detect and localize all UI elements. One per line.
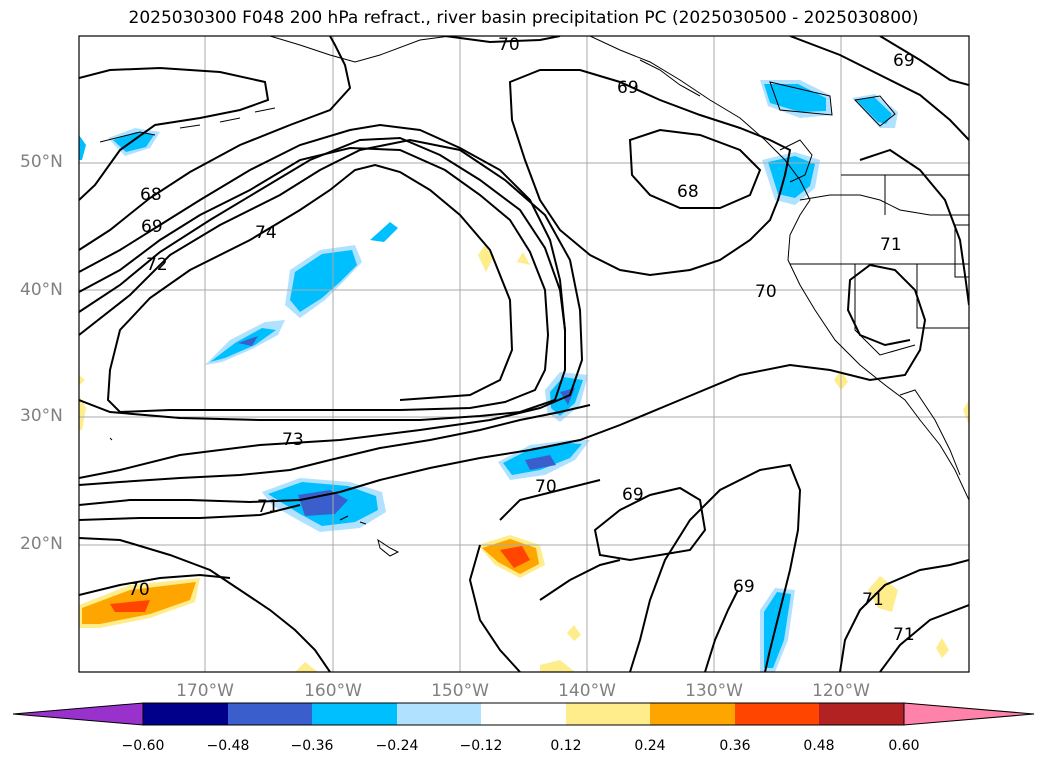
colorbar-tick-label: −0.36: [290, 738, 334, 754]
negative-anomaly-shading: [79, 80, 898, 672]
map-title: 2025030300 F048 200 hPa refract., river …: [128, 8, 919, 28]
contour-label: 69: [141, 217, 163, 237]
colorbar-segment: [481, 703, 566, 725]
colorbar: [12, 702, 1035, 726]
lon-label: 130°W: [685, 681, 743, 701]
contour-label: 74: [255, 223, 277, 243]
contour-label: 73: [282, 430, 304, 450]
colorbar-max-extension: [903, 702, 1035, 726]
contour-label: 70: [128, 580, 150, 600]
colorbar-tick-label: 0.60: [888, 738, 920, 754]
refractivity-contours: [79, 36, 969, 672]
colorbar-segment: [819, 703, 904, 725]
contour-label: 69: [622, 485, 644, 505]
contour-label: 71: [880, 235, 902, 255]
contour-label: 71: [862, 590, 884, 610]
colorbar-segment: [312, 703, 397, 725]
colorbar-segment: [228, 703, 312, 725]
colorbar-segment: [735, 703, 819, 725]
coastlines: [99, 36, 969, 557]
contour-label: 69: [617, 78, 639, 98]
colorbar-segment: [397, 703, 481, 725]
colorbar-min-extension: [12, 702, 144, 726]
colorbar-tick-label: 0.36: [719, 738, 751, 754]
colorbar-tick-label: 0.12: [550, 738, 582, 754]
contour-label: 70: [535, 477, 557, 497]
colorbar-tick-label: −0.60: [121, 738, 165, 754]
colorbar-tick-label: −0.24: [375, 738, 419, 754]
graticule: [79, 36, 969, 672]
contour-labels: 70 69 69 68 68 69 72 74 71 70 73 71 70 6…: [128, 35, 915, 645]
contour-label: 70: [498, 35, 520, 55]
contour-label: 69: [893, 51, 915, 71]
lon-label: 140°W: [558, 681, 616, 701]
positive-anomaly-shading: [79, 245, 969, 672]
contour-label: 71: [893, 625, 915, 645]
contour-label: 69: [733, 577, 755, 597]
lon-label: 150°W: [431, 681, 489, 701]
map-frame: [78, 35, 970, 673]
lat-label: 20°N: [20, 534, 63, 554]
colorbar-segment: [650, 703, 735, 725]
lat-label: 30°N: [20, 406, 63, 426]
contour-label: 70: [755, 282, 777, 302]
colorbar-tick-label: 0.48: [803, 738, 835, 754]
colorbar-tick-label: −0.48: [206, 738, 250, 754]
contour-label: 68: [677, 182, 699, 202]
lon-label: 160°W: [304, 681, 362, 701]
contour-label: 71: [257, 497, 279, 517]
lon-label: 170°W: [176, 681, 234, 701]
contour-label: 72: [146, 255, 168, 275]
lon-label: 120°W: [812, 681, 870, 701]
colorbar-tick-label: 0.24: [634, 738, 666, 754]
colorbar-tick-label: −0.12: [459, 738, 503, 754]
colorbar-segment: [143, 703, 228, 725]
colorbar-segment: [566, 703, 650, 725]
lat-label: 40°N: [20, 280, 63, 300]
lat-label: 50°N: [20, 152, 63, 172]
contour-label: 68: [140, 185, 162, 205]
